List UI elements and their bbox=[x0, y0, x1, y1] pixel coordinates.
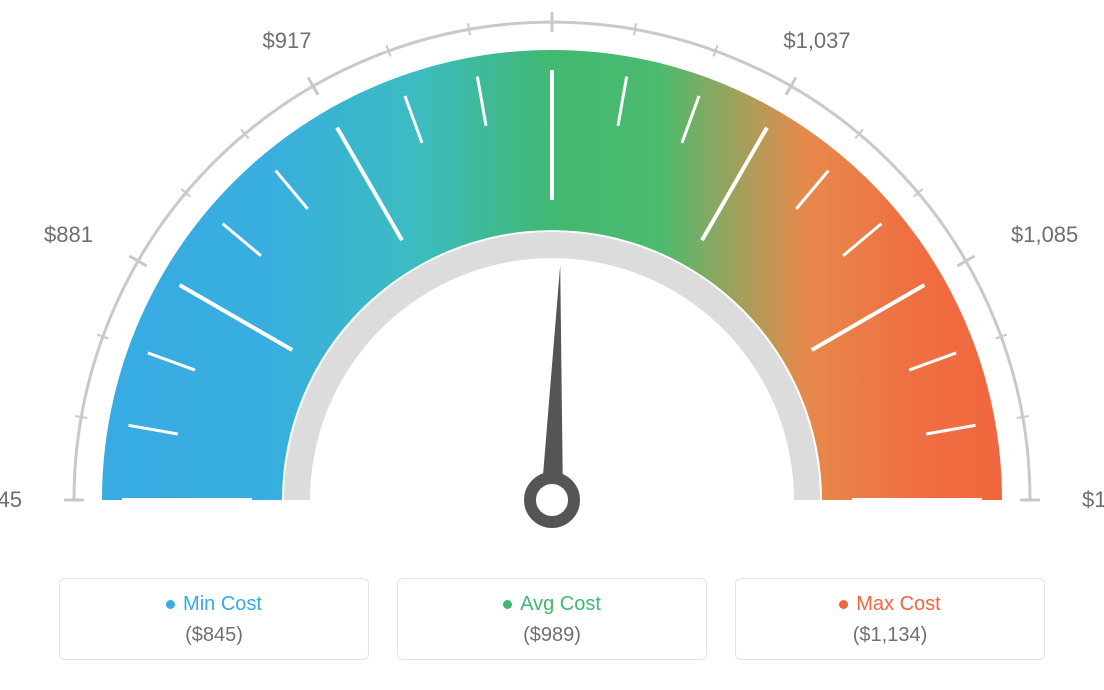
legend-dot-icon bbox=[503, 600, 512, 609]
tick-label: $917 bbox=[263, 28, 312, 53]
legend-box: Avg Cost ($989) bbox=[397, 578, 707, 660]
ring-tick-minor bbox=[634, 23, 636, 35]
ring-tick-minor bbox=[75, 416, 87, 418]
legend-value: ($1,134) bbox=[744, 624, 1036, 647]
ring-tick-major bbox=[957, 256, 974, 266]
legend-dot-icon bbox=[839, 600, 848, 609]
legend-label: Max Cost bbox=[744, 593, 1036, 616]
legend-label-text: Min Cost bbox=[183, 593, 262, 615]
tick-label: $1,134 bbox=[1082, 487, 1104, 512]
legend-box: Min Cost ($845) bbox=[59, 578, 369, 660]
legend-label: Min Cost bbox=[68, 593, 360, 616]
legend-row: Min Cost ($845) Avg Cost ($989) Max Cost ($1,… bbox=[0, 578, 1104, 660]
legend-dot-icon bbox=[166, 600, 175, 609]
legend-box: Max Cost ($1,134) bbox=[735, 578, 1045, 660]
ring-tick-major bbox=[129, 256, 146, 266]
tick-label: $845 bbox=[0, 487, 22, 512]
needle-hub bbox=[530, 478, 574, 522]
ring-tick-minor bbox=[468, 23, 470, 35]
ring-tick-minor bbox=[1017, 416, 1029, 418]
ring-tick-major bbox=[786, 77, 796, 94]
tick-label: $1,037 bbox=[783, 28, 850, 53]
tick-label: $1,085 bbox=[1011, 222, 1078, 247]
legend-label-text: Max Cost bbox=[856, 593, 940, 615]
ring-tick-major bbox=[308, 77, 318, 94]
legend-value: ($845) bbox=[68, 624, 360, 647]
needle bbox=[541, 265, 563, 500]
legend-value: ($989) bbox=[406, 624, 698, 647]
tick-label: $881 bbox=[44, 222, 93, 247]
legend-label-text: Avg Cost bbox=[520, 593, 601, 615]
gauge-chart: $845$881$917$989$1,037$1,085$1,134 Min C… bbox=[0, 0, 1104, 690]
legend-label: Avg Cost bbox=[406, 593, 698, 616]
